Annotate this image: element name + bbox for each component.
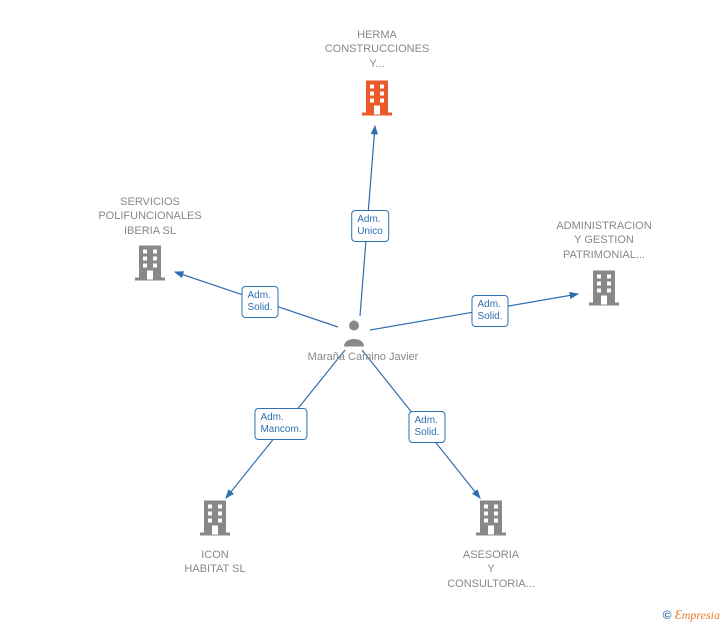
edge-label: Adm. Solid. bbox=[241, 286, 278, 318]
edge-label: Adm. Solid. bbox=[408, 411, 445, 443]
center-label: Maraña Camino Javier bbox=[308, 350, 419, 364]
building-icon bbox=[360, 79, 394, 122]
building-icon bbox=[474, 499, 508, 542]
node-label: ICON HABITAT SL bbox=[184, 548, 245, 577]
copyright-brand-e: Ɛ bbox=[675, 608, 682, 623]
person-icon bbox=[342, 319, 366, 352]
building-icon bbox=[133, 244, 167, 287]
edge-label: Adm. Solid. bbox=[471, 295, 508, 327]
building-icon bbox=[587, 269, 621, 312]
node-label: SERVICIOS POLIFUNCIONALES IBERIA SL bbox=[98, 195, 201, 238]
copyright-symbol: © bbox=[663, 608, 672, 622]
building-icon bbox=[198, 499, 232, 542]
node-label: ADMINISTRACION Y GESTION PATRIMONIAL... bbox=[556, 219, 651, 262]
copyright: © Ɛmpresia bbox=[663, 608, 720, 624]
node-label: HERMA CONSTRUCCIONES Y... bbox=[325, 28, 430, 71]
edge-label: Adm. Unico bbox=[351, 210, 389, 242]
node-label: ASESORIA Y CONSULTORIA... bbox=[447, 548, 535, 591]
edge-label: Adm. Mancom. bbox=[254, 408, 307, 440]
copyright-brand-rest: mpresia bbox=[682, 608, 720, 622]
